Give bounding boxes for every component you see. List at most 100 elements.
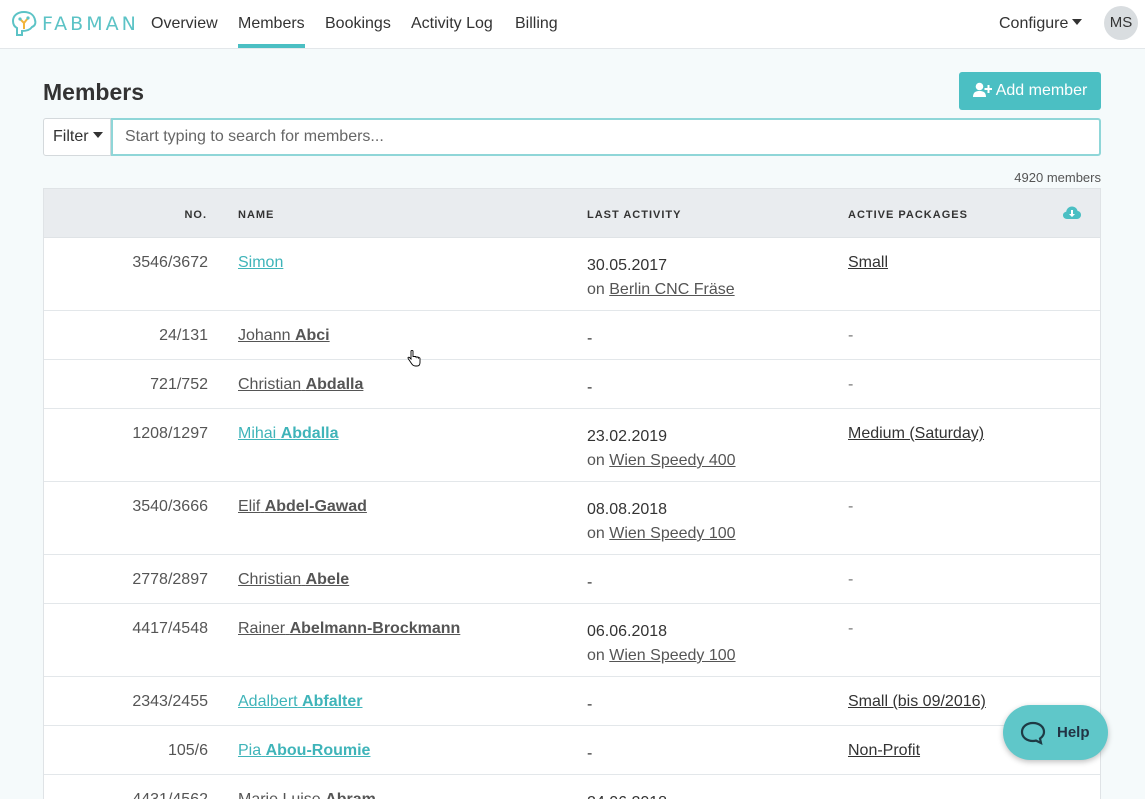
member-last-name: Abdel-Gawad	[264, 498, 367, 515]
member-name-link[interactable]: Mihai Abdalla	[238, 425, 338, 443]
activity-on-label: on	[587, 452, 605, 469]
member-first-name: Christian	[238, 376, 302, 393]
cloud-download-icon[interactable]	[1063, 206, 1081, 220]
column-header-last-activity[interactable]: LAST ACTIVITY	[587, 209, 682, 221]
member-number: 24/131	[159, 327, 208, 344]
table-row[interactable]: 1208/1297 Mihai Abdalla 23.02.2019 on Wien …	[44, 409, 1100, 482]
member-name-link[interactable]: Rainer Abelmann-Brockmann	[238, 620, 460, 638]
last-activity-date: -	[587, 696, 593, 713]
member-first-name: Mihai	[238, 425, 277, 442]
member-name-link[interactable]: Simon	[238, 254, 283, 272]
member-number: 3540/3666	[132, 498, 208, 515]
configure-menu[interactable]: Configure	[999, 14, 1083, 34]
filter-dropdown[interactable]: Filter	[43, 118, 111, 156]
active-package[interactable]: Small	[848, 254, 889, 271]
member-number: 2778/2897	[132, 571, 208, 588]
member-name-link[interactable]: Marie Luise Abram	[238, 791, 376, 799]
member-last-name: Abdalla	[305, 376, 364, 393]
nav-overview[interactable]: Overview	[151, 15, 218, 32]
column-header-name[interactable]: NAME	[238, 209, 275, 221]
member-number: 4431/4562	[132, 791, 208, 799]
active-package: -	[848, 327, 854, 344]
last-activity-date: 08.08.2018	[587, 501, 668, 518]
member-last-name: Abele	[305, 571, 350, 588]
table-row[interactable]: 2778/2897 Christian Abele - -	[44, 555, 1100, 604]
table-row[interactable]: 721/752 Christian Abdalla - -	[44, 360, 1100, 409]
last-activity-date: 24.06.2018	[587, 791, 667, 799]
member-last-name: Abou-Roumie	[265, 742, 371, 759]
add-member-button[interactable]: Add member	[959, 72, 1101, 110]
chat-bubble-icon	[1020, 721, 1046, 745]
last-activity-cell: -	[587, 376, 592, 400]
active-package: -	[848, 498, 854, 515]
member-name-link[interactable]: Elif Abdel-Gawad	[238, 498, 367, 516]
page-title: Members	[43, 79, 144, 105]
activity-on-label: on	[587, 281, 605, 298]
active-package: -	[848, 620, 854, 637]
active-package[interactable]: Non-Profit	[848, 742, 921, 759]
configure-label: Configure	[999, 15, 1069, 32]
active-package: -	[848, 571, 854, 588]
help-label: Help	[1057, 724, 1090, 741]
table-row[interactable]: 2343/2455 Adalbert Abfalter - Small (bis 09…	[44, 677, 1100, 726]
brand-name: FABMAN	[42, 13, 139, 35]
member-number: 2343/2455	[132, 693, 208, 710]
member-name-link[interactable]: Pia Abou-Roumie	[238, 742, 370, 760]
filter-label: Filter	[53, 128, 89, 145]
members-table: NO. NAME LAST ACTIVITY ACTIVE PACKAGES 3…	[43, 188, 1101, 799]
activity-on-label: on	[587, 647, 605, 664]
member-name-link[interactable]: Johann Abci	[238, 327, 330, 345]
table-row[interactable]: 3546/3672 Simon 30.05.2017 on Berlin CNC Fr…	[44, 238, 1100, 311]
activity-device-link[interactable]: Berlin CNC Fräse	[609, 281, 735, 298]
last-activity-cell: 08.08.2018 on Wien Speedy 100	[587, 498, 736, 546]
table-row[interactable]: 105/6 Pia Abou-Roumie - Non-Profit	[44, 726, 1100, 775]
member-name-link[interactable]: Adalbert Abfalter	[238, 693, 363, 711]
member-first-name: Johann	[238, 327, 291, 344]
brain-logo-icon	[11, 10, 37, 36]
nav-activity-log[interactable]: Activity Log	[411, 15, 493, 32]
member-search-input[interactable]	[111, 118, 1101, 156]
activity-device-link[interactable]: Wien Speedy 100	[609, 525, 736, 542]
active-package[interactable]: Small (bis 09/2016)	[848, 693, 986, 710]
column-header-active-packages[interactable]: ACTIVE PACKAGES	[848, 209, 968, 221]
member-last-name: Abelmann-Brockmann	[289, 620, 461, 637]
user-avatar[interactable]: MS	[1104, 6, 1138, 40]
top-navbar: FABMAN Overview Members Bookings Activit…	[0, 0, 1145, 49]
member-name-link[interactable]: Christian Abele	[238, 571, 349, 589]
last-activity-date: -	[587, 745, 593, 762]
member-name-link[interactable]: Christian Abdalla	[238, 376, 363, 394]
column-header-no[interactable]: NO.	[184, 209, 207, 221]
member-number: 721/752	[150, 376, 208, 393]
member-number: 4417/4548	[132, 620, 208, 637]
last-activity-cell: 23.02.2019 on Wien Speedy 400	[587, 425, 736, 473]
caret-down-icon	[1072, 19, 1083, 25]
last-activity-cell: -	[587, 571, 592, 595]
active-package: -	[848, 376, 854, 393]
member-first-name: Simon	[238, 254, 284, 271]
table-row[interactable]: 4431/4562 Marie Luise Abram 24.06.2018	[44, 775, 1100, 799]
last-activity-date: 23.02.2019	[587, 428, 668, 445]
fabman-logo[interactable]: FABMAN	[10, 8, 139, 40]
member-last-name: Abdalla	[280, 425, 339, 442]
active-package[interactable]: Medium (Saturday)	[848, 425, 985, 442]
nav-members[interactable]: Members	[238, 15, 305, 48]
member-first-name: Rainer	[238, 620, 286, 637]
table-row[interactable]: 3540/3666 Elif Abdel-Gawad 08.08.2018 on Wi…	[44, 482, 1100, 555]
help-button[interactable]: Help	[1003, 705, 1108, 760]
member-number: 3546/3672	[132, 254, 208, 271]
activity-device-link[interactable]: Wien Speedy 400	[609, 452, 736, 469]
last-activity-cell: 06.06.2018 on Wien Speedy 100	[587, 620, 736, 668]
table-row[interactable]: 4417/4548 Rainer Abelmann-Brockmann 06.06.…	[44, 604, 1100, 677]
activity-device-link[interactable]: Wien Speedy 100	[609, 647, 736, 664]
member-number: 105/6	[167, 742, 208, 759]
table-row[interactable]: 24/131 Johann Abci - -	[44, 311, 1100, 360]
last-activity-date: -	[587, 330, 593, 347]
caret-down-icon	[92, 132, 103, 138]
nav-billing[interactable]: Billing	[515, 15, 558, 32]
last-activity-date: 30.05.2017	[587, 257, 668, 274]
member-first-name: Elif	[238, 498, 261, 515]
add-member-label: Add member	[995, 82, 1088, 99]
member-first-name: Adalbert	[238, 693, 298, 710]
member-count: 4920 members	[1014, 170, 1101, 185]
nav-bookings[interactable]: Bookings	[325, 15, 391, 32]
